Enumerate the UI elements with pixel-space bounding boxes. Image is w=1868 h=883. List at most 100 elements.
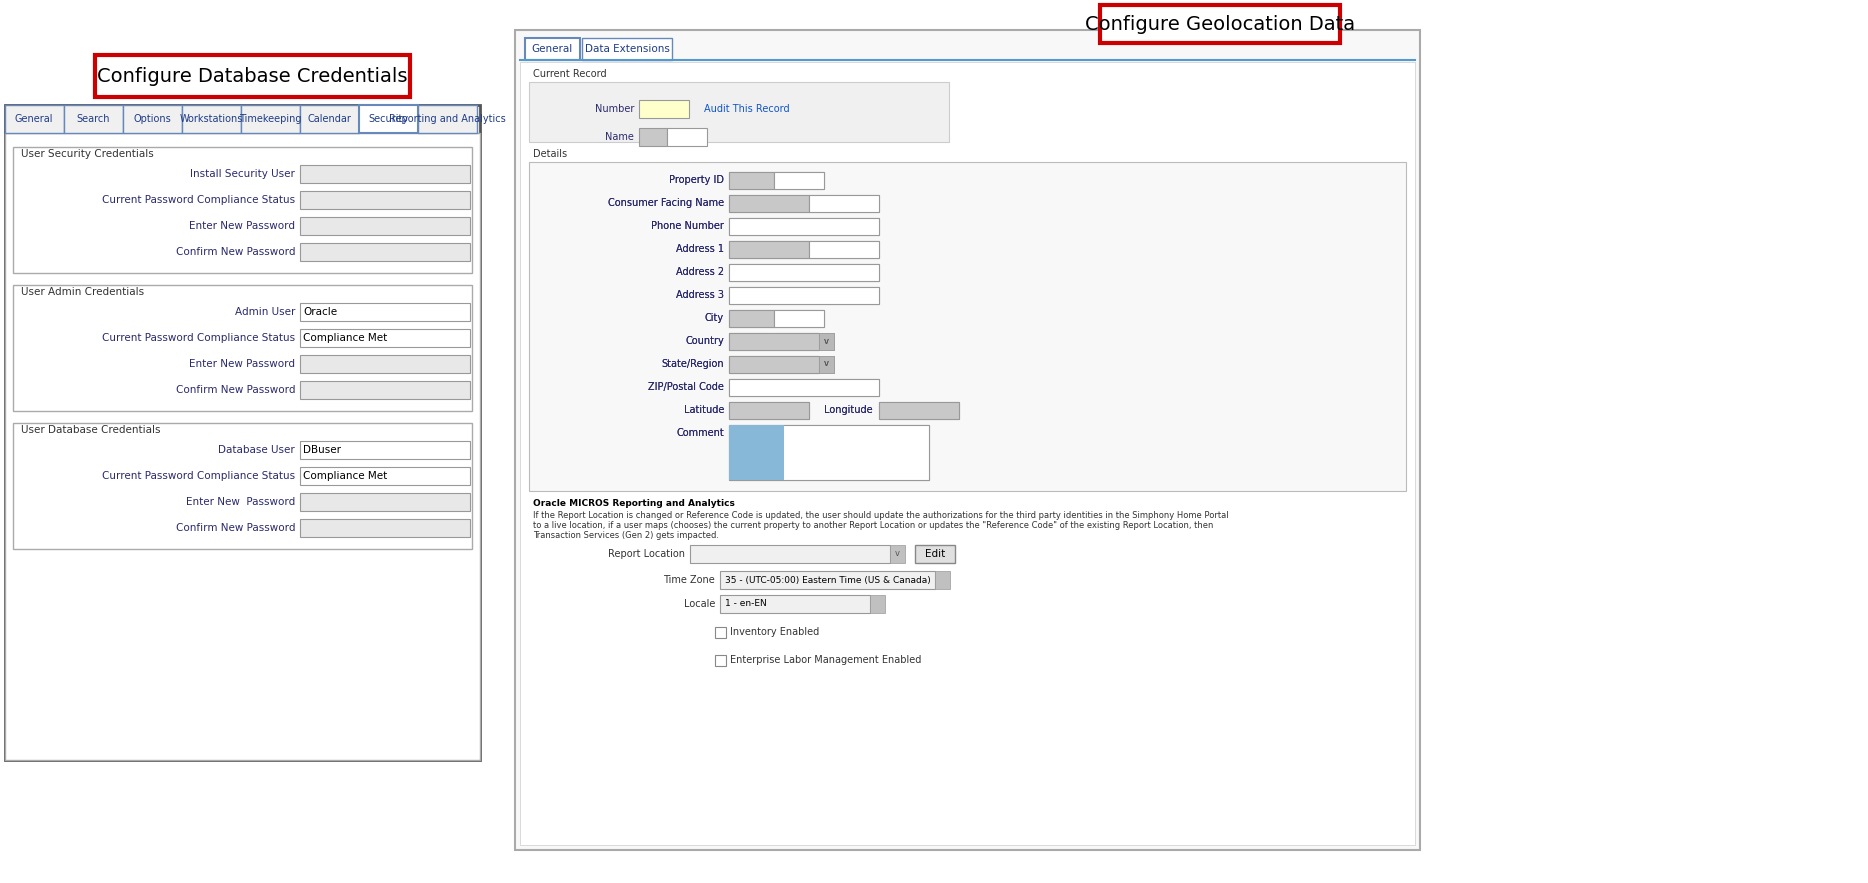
Text: Consumer Facing Name: Consumer Facing Name: [607, 198, 725, 208]
Text: Longitude: Longitude: [824, 405, 872, 415]
Bar: [818, 333, 833, 350]
Bar: [818, 356, 833, 373]
Bar: [729, 379, 880, 396]
Bar: [936, 571, 951, 589]
Bar: [729, 218, 880, 235]
Text: Country: Country: [686, 336, 725, 346]
Bar: [689, 545, 889, 563]
Text: Compliance Met: Compliance Met: [303, 333, 387, 343]
Bar: [6, 133, 480, 760]
Text: General: General: [15, 114, 54, 124]
Text: Confirm New Password: Confirm New Password: [176, 523, 295, 533]
Text: Calendar: Calendar: [306, 114, 351, 124]
Bar: [301, 467, 471, 485]
Text: Inventory Enabled: Inventory Enabled: [730, 627, 820, 637]
Text: Address 2: Address 2: [676, 267, 725, 277]
Text: Enter New Password: Enter New Password: [189, 221, 295, 231]
Bar: [729, 218, 880, 235]
Text: Confirm New Password: Confirm New Password: [176, 247, 295, 257]
Bar: [241, 105, 301, 133]
Bar: [301, 381, 471, 399]
Text: 35 - (UTC-05:00) Eastern Time (US & Canada): 35 - (UTC-05:00) Eastern Time (US & Cana…: [725, 576, 930, 585]
Bar: [301, 303, 471, 321]
Text: Oracle MICROS Reporting and Analytics: Oracle MICROS Reporting and Analytics: [532, 499, 734, 508]
Text: Install Security User: Install Security User: [191, 169, 295, 179]
Bar: [729, 425, 785, 480]
Bar: [729, 172, 773, 189]
Text: Oracle: Oracle: [303, 307, 336, 317]
Bar: [889, 545, 904, 563]
Text: DBuser: DBuser: [303, 445, 342, 455]
Bar: [13, 285, 473, 411]
Text: City: City: [704, 313, 725, 323]
Bar: [719, 571, 936, 589]
Bar: [583, 38, 672, 60]
Text: Name: Name: [605, 132, 633, 142]
Bar: [639, 128, 667, 146]
Bar: [516, 30, 1420, 850]
Text: Edit: Edit: [925, 549, 945, 559]
Bar: [729, 425, 928, 480]
Bar: [729, 333, 818, 350]
Bar: [818, 333, 833, 350]
Bar: [715, 627, 727, 638]
Text: Longitude: Longitude: [824, 405, 872, 415]
Bar: [95, 55, 409, 97]
Bar: [729, 287, 880, 304]
Text: Latitude: Latitude: [684, 405, 725, 415]
Text: ZIP/Postal Code: ZIP/Postal Code: [648, 382, 725, 392]
Text: Address 1: Address 1: [676, 244, 725, 254]
Text: State/Region: State/Region: [661, 359, 725, 369]
Bar: [809, 241, 880, 258]
Bar: [529, 82, 949, 142]
Text: General: General: [531, 44, 573, 54]
Bar: [773, 172, 824, 189]
Text: Locale: Locale: [684, 599, 715, 609]
Bar: [715, 655, 727, 666]
Bar: [418, 105, 476, 133]
Text: Enter New Password: Enter New Password: [189, 359, 295, 369]
Text: Search: Search: [77, 114, 110, 124]
Bar: [729, 379, 880, 396]
Text: Address 2: Address 2: [676, 267, 725, 277]
Bar: [729, 264, 880, 281]
Bar: [729, 241, 809, 258]
Text: Report Location: Report Location: [607, 549, 686, 559]
Bar: [818, 356, 833, 373]
Text: to a live location, if a user maps (chooses) the current property to another Rep: to a live location, if a user maps (choo…: [532, 521, 1214, 530]
Text: Phone Number: Phone Number: [652, 221, 725, 231]
Text: User Admin Credentials: User Admin Credentials: [21, 287, 144, 297]
Text: 1 - en-EN: 1 - en-EN: [725, 600, 766, 608]
Text: v: v: [824, 336, 829, 345]
Bar: [301, 493, 471, 511]
Text: User Database Credentials: User Database Credentials: [21, 425, 161, 435]
Text: Comment: Comment: [676, 428, 725, 438]
Text: Data Extensions: Data Extensions: [585, 44, 669, 54]
Bar: [301, 105, 359, 133]
Bar: [729, 172, 773, 189]
Text: Compliance Met: Compliance Met: [303, 471, 387, 481]
Bar: [729, 241, 809, 258]
Bar: [729, 356, 818, 373]
Bar: [667, 128, 706, 146]
Bar: [301, 441, 471, 459]
Bar: [880, 402, 958, 419]
Bar: [1100, 5, 1339, 43]
Text: Current Password Compliance Status: Current Password Compliance Status: [103, 333, 295, 343]
Bar: [181, 105, 241, 133]
Text: Admin User: Admin User: [235, 307, 295, 317]
Text: v: v: [895, 549, 900, 559]
Text: Configure Database Credentials: Configure Database Credentials: [97, 66, 407, 86]
Text: Reporting and Analytics: Reporting and Analytics: [389, 114, 506, 124]
Bar: [729, 195, 809, 212]
Text: Confirm New Password: Confirm New Password: [176, 385, 295, 395]
Bar: [519, 62, 1414, 845]
Bar: [729, 264, 880, 281]
Text: Configure Geolocation Data: Configure Geolocation Data: [1085, 14, 1354, 34]
Bar: [729, 402, 809, 419]
Bar: [6, 105, 480, 760]
Bar: [301, 329, 471, 347]
Text: User Security Credentials: User Security Credentials: [21, 149, 153, 159]
Text: Security: Security: [368, 114, 407, 124]
Bar: [525, 38, 579, 60]
